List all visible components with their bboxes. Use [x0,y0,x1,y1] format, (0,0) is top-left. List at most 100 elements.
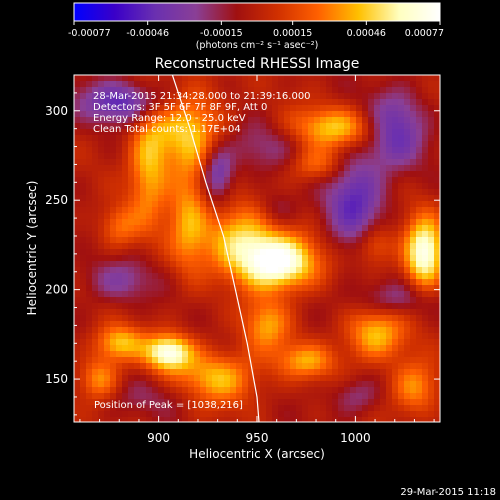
heatmap-cell [338,159,345,166]
heatmap-cell [74,333,81,340]
heatmap-cell [80,375,87,382]
heatmap-cell [428,267,435,274]
heatmap-cell [164,75,171,82]
heatmap-cell [98,303,105,310]
heatmap-cell [350,201,357,208]
heatmap-cell [188,93,195,100]
heatmap-cell [404,399,411,406]
heatmap-cell [248,255,255,262]
heatmap-cell [344,375,351,382]
heatmap-cell [182,231,189,238]
colorbar-tick-label: 0.00015 [273,28,312,39]
heatmap-cell [224,141,231,148]
heatmap-cell [176,351,183,358]
heatmap-cell [326,309,333,316]
heatmap-cell [230,249,237,256]
heatmap-cell [128,267,135,274]
heatmap-cell [398,285,405,292]
heatmap-cell [92,321,99,328]
heatmap-cell [386,183,393,190]
heatmap-cell [326,117,333,124]
heatmap-cell [152,129,159,136]
heatmap-cell [296,189,303,196]
heatmap-cell [380,369,387,376]
heatmap-cell [146,405,153,412]
heatmap-cell [356,123,363,130]
heatmap-cell [272,291,279,298]
heatmap-cell [428,213,435,220]
heatmap-cell [422,321,429,328]
heatmap-cell [170,201,177,208]
heatmap-cell [308,117,315,124]
heatmap-cell [164,93,171,100]
heatmap-cell [422,315,429,322]
heatmap-cell [260,165,267,172]
heatmap-cell [98,111,105,118]
heatmap-cell [380,327,387,334]
heatmap-cell [158,267,165,274]
heatmap-cell [188,303,195,310]
heatmap-cell [422,273,429,280]
heatmap-cell [152,141,159,148]
heatmap-cell [242,237,249,244]
heatmap-cell [98,225,105,232]
heatmap-cell [428,165,435,172]
heatmap-cell [356,183,363,190]
heatmap-cell [80,225,87,232]
heatmap-cell [80,273,87,280]
heatmap-cell [248,87,255,94]
heatmap-cell [140,87,147,94]
heatmap-cell [188,117,195,124]
heatmap-cell [158,231,165,238]
heatmap-cell [170,159,177,166]
heatmap-cell [374,273,381,280]
heatmap-cell [224,327,231,334]
heatmap-cell [74,411,81,418]
heatmap-cell [338,273,345,280]
heatmap-cell [320,81,327,88]
heatmap-cell [158,333,165,340]
heatmap-cell [98,261,105,268]
heatmap-cell [86,363,93,370]
heatmap-cell [350,273,357,280]
heatmap-cell [128,255,135,262]
heatmap-cell [296,291,303,298]
heatmap-cell [74,243,81,250]
heatmap-cell [116,327,123,334]
heatmap-cell [266,195,273,202]
heatmap-cell [386,303,393,310]
heatmap-cell [116,297,123,304]
heatmap-cell [236,195,243,202]
heatmap-cell [290,147,297,154]
heatmap-cell [98,393,105,400]
heatmap-cell [338,351,345,358]
heatmap-cell [104,249,111,256]
heatmap-cell [200,375,207,382]
heatmap-cell [296,267,303,274]
heatmap-cell [320,285,327,292]
heatmap-cell [224,369,231,376]
heatmap-cell [128,135,135,142]
heatmap-cell [326,381,333,388]
heatmap-cell [218,297,225,304]
heatmap-cell [206,321,213,328]
heatmap-cell [344,147,351,154]
heatmap-cell [80,327,87,334]
heatmap-cell [320,279,327,286]
heatmap-cell [344,153,351,160]
heatmap-cell [104,333,111,340]
heatmap-cell [152,411,159,418]
heatmap-cell [332,201,339,208]
heatmap-cell [98,381,105,388]
heatmap-cell [284,207,291,214]
heatmap-cell [314,231,321,238]
heatmap-cell [284,327,291,334]
heatmap-cell [398,177,405,184]
heatmap-cell [158,291,165,298]
heatmap-cell [140,261,147,268]
heatmap-cell [218,243,225,250]
heatmap-cell [356,231,363,238]
heatmap-cell [248,315,255,322]
heatmap-cell [278,303,285,310]
heatmap-cell [368,291,375,298]
